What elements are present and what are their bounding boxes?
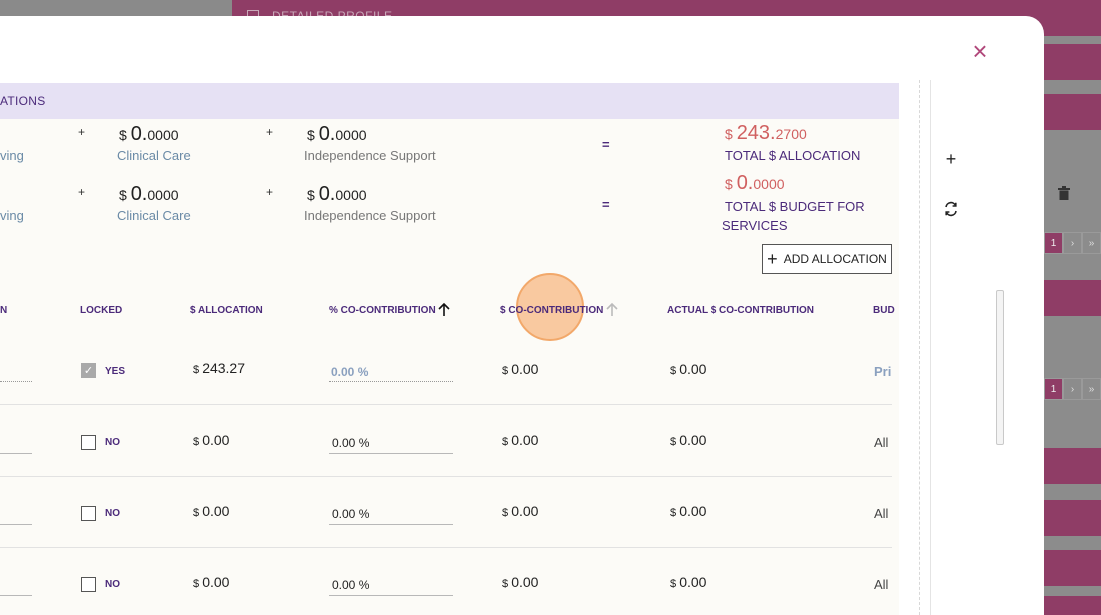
row-divider	[0, 404, 892, 405]
plus-icon[interactable]: +	[945, 149, 957, 169]
allocation-amount: $ 243.27	[193, 360, 246, 376]
background-pager: 1 › »	[1044, 232, 1101, 254]
plus-sign: +	[266, 185, 274, 199]
actual-co-contribution-amount: $ 0.00	[670, 361, 707, 377]
column-header-pct-co-contribution[interactable]: % CO-CONTRIBUTION	[329, 305, 436, 316]
panel-divider	[930, 80, 931, 615]
plus-icon: +	[767, 249, 778, 269]
refresh-icon[interactable]	[942, 201, 960, 220]
clinical-care-label: Clinical Care	[117, 148, 191, 163]
budget-cell[interactable]: All	[874, 435, 889, 450]
actual-co-contribution-amount: $ 0.00	[670, 503, 707, 519]
locked-label: YES	[105, 366, 126, 377]
pct-co-contribution-input[interactable]: 0.00 %	[332, 436, 370, 450]
arrow-up-icon[interactable]	[437, 302, 451, 320]
close-icon[interactable]: ×	[972, 36, 988, 66]
locked-label: NO	[105, 437, 120, 448]
scrollbar[interactable]	[996, 290, 1004, 445]
column-header-dollar-co-contribution[interactable]: $ CO-CONTRIBUTION	[500, 305, 604, 316]
allocation-amount: $ 0.00	[193, 574, 230, 590]
summary-category-left: ving	[0, 148, 24, 163]
independence-support-budget-amount: $ 0.0000	[307, 183, 367, 205]
total-budget-label-line2: SERVICES	[722, 218, 788, 233]
locked-checkbox[interactable]	[81, 506, 96, 521]
actual-co-contribution-amount: $ 0.00	[670, 574, 707, 590]
total-allocation-label: TOTAL $ ALLOCATION	[725, 148, 861, 163]
allocation-amount: $ 0.00	[193, 503, 230, 519]
independence-support-label: Independence Support	[304, 148, 436, 163]
plus-sign: +	[266, 125, 274, 139]
row-divider	[0, 476, 892, 477]
independence-support-label: Independence Support	[304, 208, 436, 223]
budget-cell[interactable]: All	[874, 506, 889, 521]
total-budget-label: TOTAL $ BUDGET FOR	[725, 199, 865, 214]
background-pager: 1 › »	[1044, 378, 1101, 400]
column-header-locked[interactable]: LOCKED	[80, 305, 123, 316]
pct-co-contribution-input[interactable]: 0.00 %	[332, 578, 370, 592]
equals-sign: =	[602, 137, 610, 152]
pct-co-contribution-underline	[329, 524, 453, 525]
panel-divider	[919, 80, 920, 615]
summary-category-left: ving	[0, 208, 24, 223]
co-contribution-amount: $ 0.00	[502, 503, 539, 519]
actual-co-contribution-amount: $ 0.00	[670, 432, 707, 448]
arrow-up-icon[interactable]	[605, 302, 619, 320]
pct-co-contribution-underline	[329, 595, 453, 596]
equals-sign: =	[602, 197, 610, 212]
total-allocation-amount: $ 243.2700	[725, 122, 807, 144]
clinical-care-amount: $ 0.0000	[119, 123, 179, 145]
column-header-actual-co-contribution[interactable]: ACTUAL $ CO-CONTRIBUTION	[667, 305, 815, 316]
column-header-name[interactable]: N	[0, 305, 8, 316]
locked-checkbox[interactable]	[81, 577, 96, 592]
allocations-content: ATIONS	[0, 83, 899, 615]
pct-co-contribution-input[interactable]: 0.00 %	[331, 365, 369, 379]
pct-co-contribution-underline	[329, 453, 453, 454]
name-field[interactable]	[0, 381, 32, 382]
budget-cell[interactable]: Pri	[874, 364, 892, 379]
locked-label: NO	[105, 508, 120, 519]
pct-co-contribution-underline	[329, 381, 453, 382]
co-contribution-amount: $ 0.00	[502, 361, 539, 377]
add-allocation-button[interactable]: + ADD ALLOCATION	[762, 244, 892, 274]
co-contribution-amount: $ 0.00	[502, 574, 539, 590]
background-trash-icon	[1058, 186, 1070, 203]
row-divider	[0, 547, 892, 548]
total-budget-amount: $ 0.0000	[725, 172, 785, 194]
click-highlight	[516, 273, 584, 341]
plus-sign: +	[78, 125, 86, 139]
add-allocation-label: ADD ALLOCATION	[783, 252, 887, 266]
locked-checkbox[interactable]: ✓	[81, 363, 96, 378]
clinical-care-label: Clinical Care	[117, 208, 191, 223]
column-header-budget[interactable]: BUD	[873, 305, 895, 316]
name-field[interactable]	[0, 453, 32, 454]
section-header: ATIONS	[0, 83, 899, 119]
section-title: ATIONS	[0, 94, 46, 108]
column-header-allocation[interactable]: $ ALLOCATION	[190, 305, 263, 316]
budget-cell[interactable]: All	[874, 577, 889, 592]
independence-support-amount: $ 0.0000	[307, 123, 367, 145]
locked-label: NO	[105, 579, 120, 590]
plus-sign: +	[78, 185, 86, 199]
name-field[interactable]	[0, 524, 32, 525]
locked-checkbox[interactable]	[81, 435, 96, 450]
allocation-amount: $ 0.00	[193, 432, 230, 448]
name-field[interactable]	[0, 595, 32, 596]
co-contribution-amount: $ 0.00	[502, 432, 539, 448]
clinical-care-budget-amount: $ 0.0000	[119, 183, 179, 205]
pct-co-contribution-input[interactable]: 0.00 %	[332, 507, 370, 521]
